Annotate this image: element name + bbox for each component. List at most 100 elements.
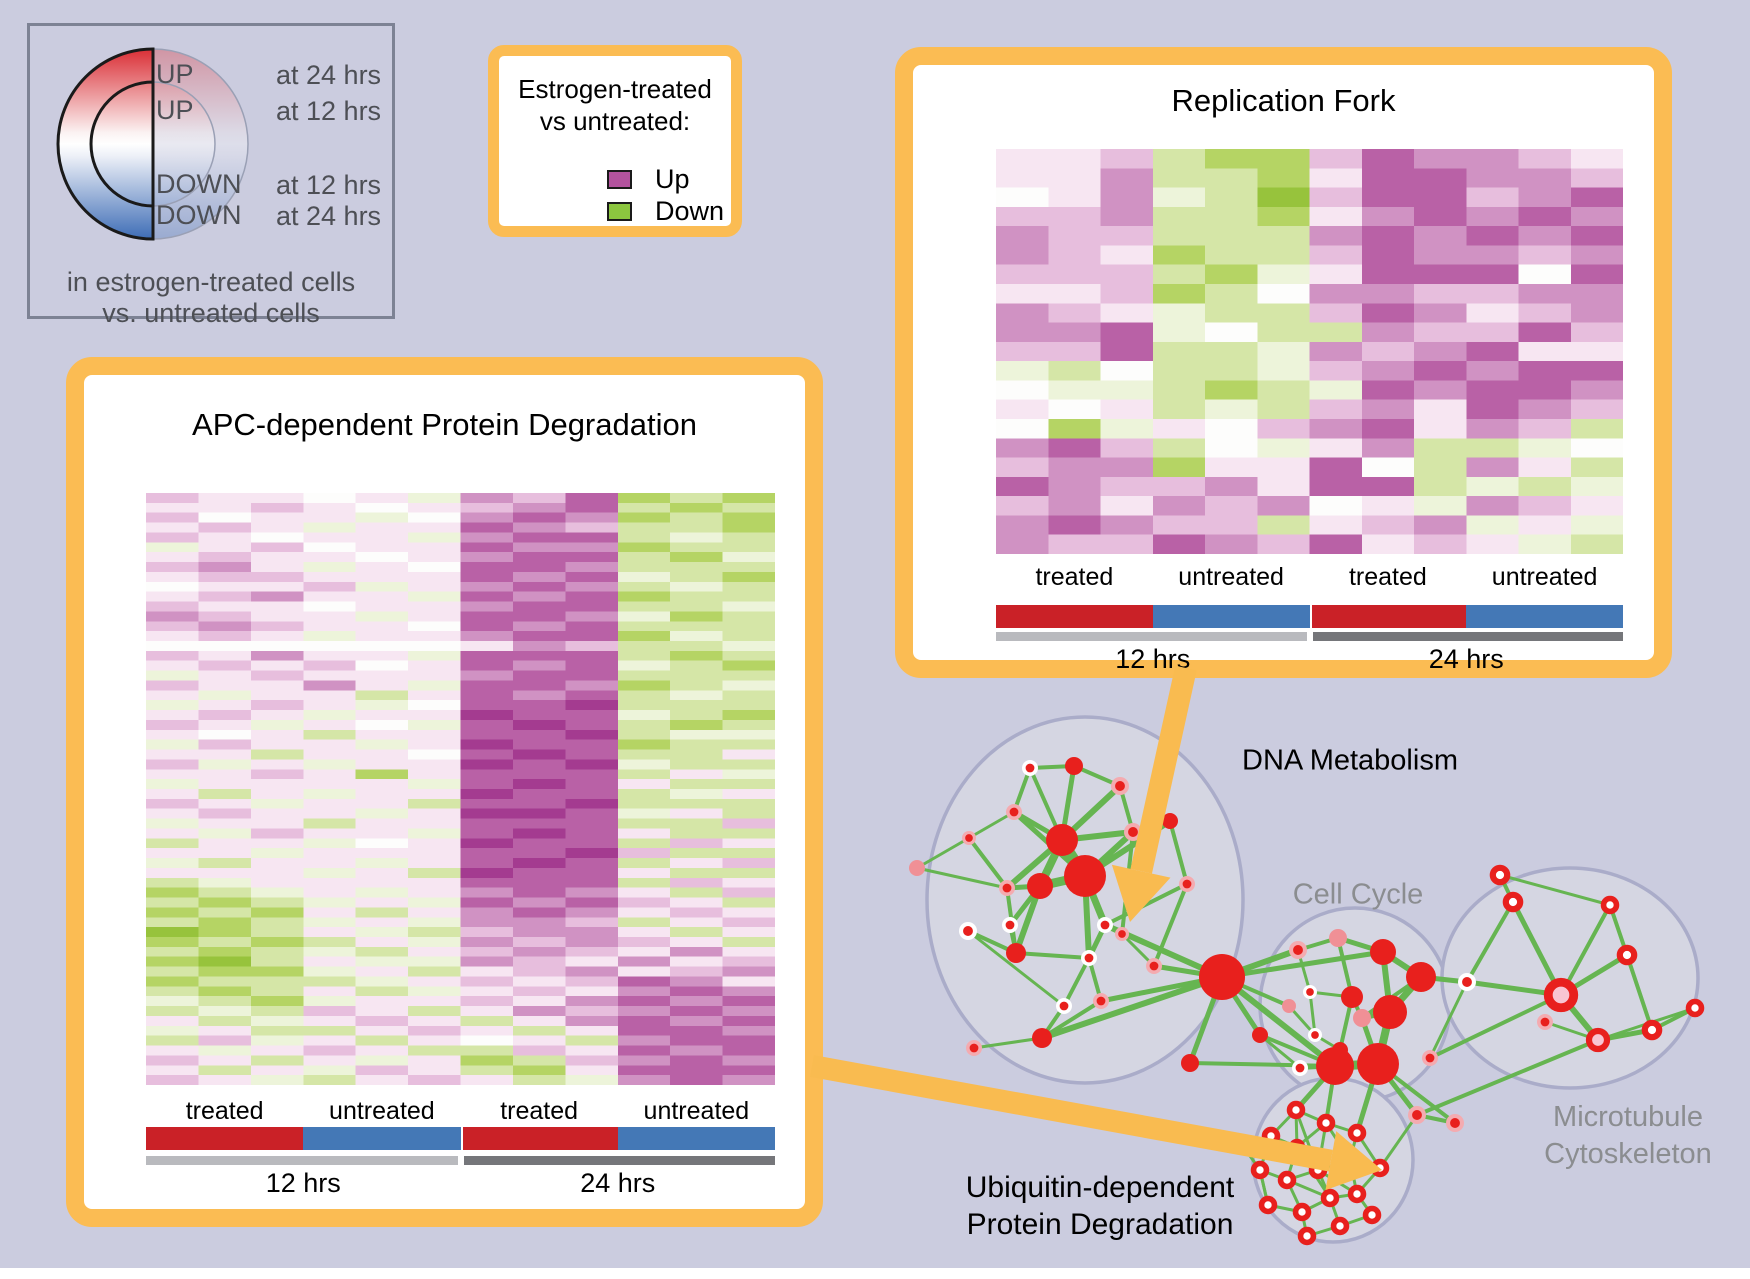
heatmap-cell (460, 601, 514, 612)
heatmap-cell (512, 946, 566, 958)
heatmap-cell (512, 611, 566, 622)
network-edge (1293, 1063, 1338, 1113)
heatmap-cell (355, 1065, 409, 1076)
heatmap-cell (355, 552, 409, 563)
heatmap-cell (303, 848, 357, 859)
heatmap-cell (512, 493, 566, 504)
heatmap-cell (722, 848, 775, 859)
heatmap-cell (1152, 438, 1206, 459)
heatmap-cell (355, 1075, 409, 1085)
heatmap-cell (146, 591, 200, 603)
network-edge (1418, 974, 1470, 985)
heatmap-cell (303, 867, 357, 879)
heatmap-cell (198, 601, 252, 612)
heatmap-cell (198, 956, 252, 968)
heatmap-cell (460, 1045, 514, 1056)
heatmap-cell (460, 1075, 514, 1085)
heatmap-cell (512, 542, 566, 553)
network-edge (1269, 1108, 1298, 1138)
heatmap-cell (460, 512, 514, 524)
heatmap-cell (198, 937, 252, 948)
heatmap-cell (1570, 476, 1623, 497)
heatmap-cell (565, 789, 619, 800)
network-edge (1036, 836, 1066, 890)
heatmap-cell (1466, 380, 1520, 401)
heatmap-cell (1309, 476, 1363, 497)
heatmap-cell (408, 769, 462, 780)
heatmap-cell (250, 1055, 304, 1066)
gene-node-halo (1289, 941, 1307, 959)
heatmap-cell (670, 571, 724, 583)
heatmap-cell (1205, 438, 1258, 459)
heatmap-cell (146, 996, 200, 1007)
heatmap-cell (722, 937, 775, 948)
network-edge (1313, 1033, 1342, 1052)
heatmap-cell (1100, 187, 1154, 208)
heatmap-cell (722, 877, 775, 889)
heatmap-cell (1466, 457, 1520, 478)
heatmap-cell (250, 601, 304, 612)
group-label-treated-12hrs: treated (185, 1097, 264, 1125)
heatmap-cell (1361, 206, 1415, 227)
heatmap-cell (250, 641, 304, 652)
heatmap-cell (1257, 515, 1311, 536)
heatmap-cell (1570, 399, 1623, 420)
heatmap-cell (1570, 438, 1623, 459)
condition-bar-treated (1311, 605, 1467, 628)
heatmap-cell (1152, 206, 1206, 227)
heatmap-cell (198, 877, 252, 889)
heatmap-cell (1152, 168, 1206, 189)
heatmap-cell (303, 1006, 357, 1017)
gene-node-ring (1347, 1184, 1367, 1204)
heatmap-cell (565, 986, 619, 997)
heatmap-cell (722, 917, 775, 928)
heatmap-cell (1257, 534, 1311, 554)
network-edge (1059, 763, 1077, 843)
heatmap-cell (198, 719, 252, 731)
heatmap-cell (146, 650, 200, 662)
heatmap-cell (617, 729, 671, 741)
heatmap-cell (198, 591, 252, 603)
heatmap-cell (996, 226, 1049, 247)
heatmap-cell (198, 1015, 252, 1027)
heatmap-cell (670, 749, 724, 760)
heatmap-cell (617, 601, 671, 612)
heatmap-cell (146, 838, 200, 849)
apc-heatmap-grid (146, 493, 775, 1085)
group-label-treated-24hrs: treated (1348, 563, 1427, 591)
heatmap-cell (1048, 496, 1102, 517)
cluster-ellipse-microtubule-cytoskeleton (1440, 866, 1700, 1090)
gene-node-halo-white (959, 922, 977, 940)
heatmap-cell (303, 917, 357, 928)
heatmap-cell (512, 907, 566, 918)
heatmap-cell (408, 660, 462, 672)
gene-node-ring-pink (1543, 977, 1579, 1013)
heatmap-cell (408, 1075, 462, 1085)
heatmap-cell (408, 532, 462, 543)
heatmap-cell (146, 1055, 200, 1066)
network-edge (1219, 974, 1338, 1069)
gene-node-halo-core (1084, 953, 1094, 963)
heatmap-cell (303, 818, 357, 830)
heatmap-cell (303, 719, 357, 731)
heatmap-cell (198, 493, 252, 504)
heatmap-cell (460, 739, 514, 751)
heatmap-cell (303, 532, 357, 543)
heatmap-cell (408, 1015, 462, 1027)
heatmap-cell (722, 611, 775, 622)
heatmap-cell (250, 512, 304, 524)
heatmap-cell (670, 917, 724, 928)
network-edge (1057, 835, 1090, 881)
heatmap-cell (512, 700, 566, 711)
network-edge (1219, 949, 1386, 980)
heatmap-cell (250, 927, 304, 938)
network-edge (1011, 809, 1065, 843)
heatmap-cell (1100, 168, 1154, 189)
network-edge (1316, 1121, 1328, 1172)
heatmap-cell (565, 907, 619, 918)
network-edge (1151, 963, 1225, 980)
heatmap-cell (1205, 206, 1258, 227)
heatmap-cell (146, 917, 200, 928)
heatmap-cell (250, 897, 304, 908)
heatmap-cell (722, 601, 775, 612)
